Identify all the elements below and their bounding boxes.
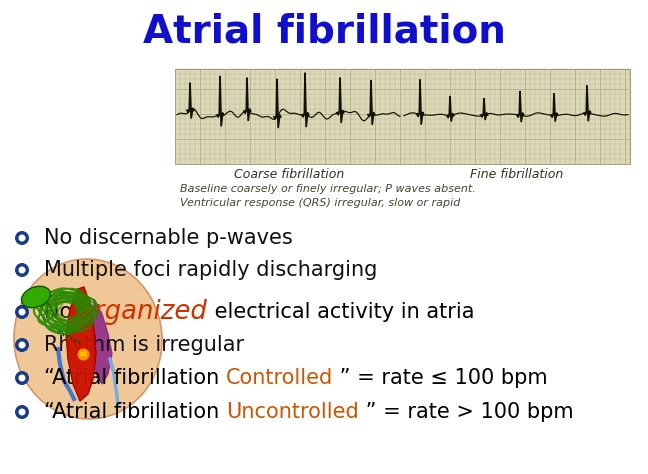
Text: Rhythm is irregular: Rhythm is irregular: [44, 335, 244, 355]
Polygon shape: [66, 287, 96, 401]
Polygon shape: [92, 299, 112, 384]
Ellipse shape: [21, 286, 51, 308]
Text: ” = rate > 100 bpm: ” = rate > 100 bpm: [358, 402, 573, 422]
Circle shape: [19, 309, 25, 316]
Text: Uncontrolled: Uncontrolled: [226, 402, 358, 422]
Text: Multiple foci rapidly discharging: Multiple foci rapidly discharging: [44, 260, 377, 280]
Text: No: No: [44, 302, 79, 322]
Text: “Atrial fibrillation: “Atrial fibrillation: [44, 402, 226, 422]
Point: [78, 350, 88, 358]
Text: Baseline coarsely or finely irregular; P waves absent.: Baseline coarsely or finely irregular; P…: [180, 184, 476, 194]
Circle shape: [19, 235, 25, 241]
Ellipse shape: [14, 259, 162, 419]
Text: No discernable p-waves: No discernable p-waves: [44, 228, 293, 248]
Text: Ventricular response (QRS) irregular, slow or rapid: Ventricular response (QRS) irregular, sl…: [180, 198, 460, 208]
Text: ” = rate ≤ 100 bpm: ” = rate ≤ 100 bpm: [333, 368, 548, 388]
Circle shape: [15, 338, 29, 352]
Circle shape: [19, 266, 25, 273]
Bar: [175, 69, 630, 164]
Text: Fine fibrillation: Fine fibrillation: [470, 168, 563, 181]
Circle shape: [19, 374, 25, 382]
Circle shape: [15, 371, 29, 385]
Text: Coarse fibrillation: Coarse fibrillation: [234, 168, 344, 181]
Text: “Atrial fibrillation: “Atrial fibrillation: [44, 368, 226, 388]
Circle shape: [19, 409, 25, 416]
Text: Controlled: Controlled: [226, 368, 333, 388]
Circle shape: [15, 231, 29, 245]
Circle shape: [15, 263, 29, 277]
Circle shape: [15, 405, 29, 419]
Text: organized: organized: [79, 299, 208, 325]
Text: electrical activity in atria: electrical activity in atria: [208, 302, 474, 322]
Text: Atrial fibrillation: Atrial fibrillation: [143, 12, 505, 50]
Circle shape: [15, 305, 29, 319]
Circle shape: [19, 341, 25, 348]
